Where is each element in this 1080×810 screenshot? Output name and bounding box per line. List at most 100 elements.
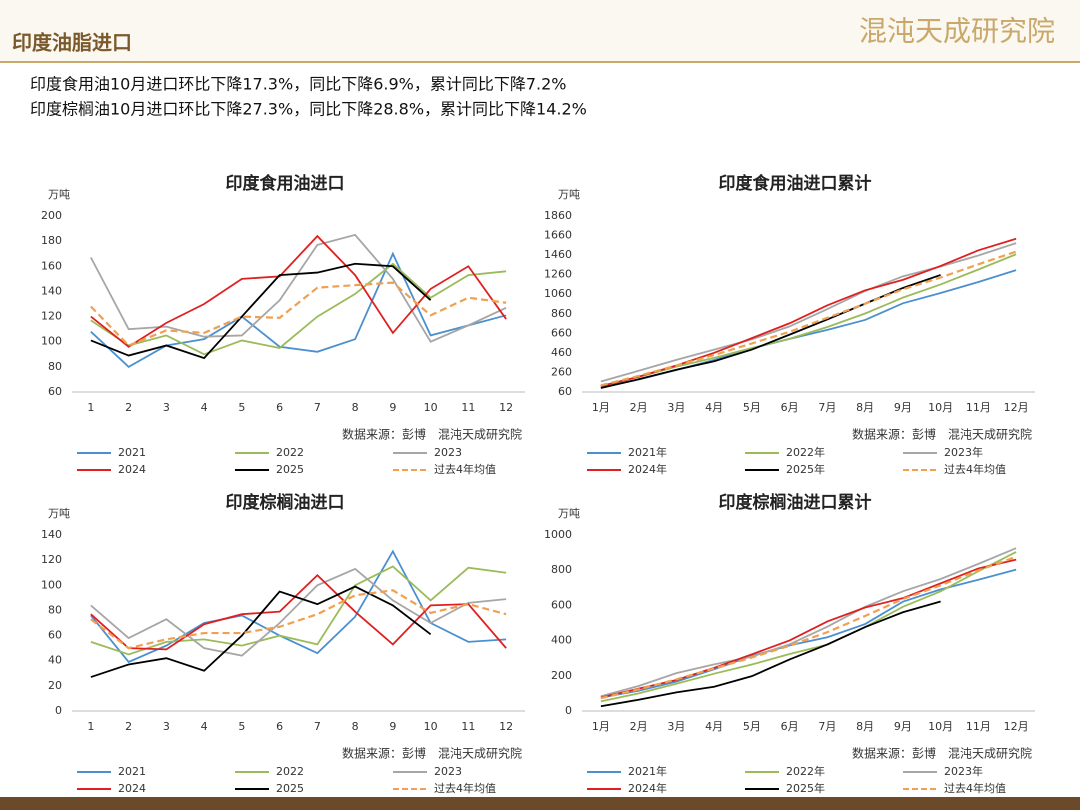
x-tick-label: 4月 bbox=[705, 720, 723, 733]
legend-label: 2025 bbox=[276, 782, 304, 795]
x-tick-label: 8月 bbox=[856, 720, 874, 733]
x-tick-label: 9 bbox=[389, 720, 396, 733]
series-line bbox=[90, 573, 507, 651]
x-tick-label: 3月 bbox=[667, 401, 685, 414]
y-tick-label: 60 bbox=[48, 629, 62, 642]
legend-label: 2023 bbox=[434, 446, 462, 459]
y-tick-label: 400 bbox=[551, 634, 572, 647]
y-tick-label: 0 bbox=[55, 704, 62, 717]
source-note: 数据来源：彭博 混沌天成研究院 bbox=[342, 427, 522, 442]
x-tick-label: 9月 bbox=[894, 401, 912, 414]
x-tick-label: 6 bbox=[276, 401, 283, 414]
legend-label: 2023 bbox=[434, 765, 462, 778]
chart-title: 印度棕榈油进口 bbox=[226, 492, 345, 513]
x-tick-label: 1 bbox=[87, 720, 94, 733]
series-line bbox=[90, 262, 432, 360]
chart-title: 印度食用油进口累计 bbox=[719, 173, 872, 194]
x-tick-label: 2月 bbox=[630, 720, 648, 733]
x-tick-label: 6月 bbox=[781, 401, 799, 414]
legend-label: 过去4年均值 bbox=[434, 781, 496, 795]
x-tick-label: 4 bbox=[201, 720, 208, 733]
legend-label: 2025年 bbox=[786, 462, 825, 476]
x-tick-label: 9 bbox=[389, 401, 396, 414]
chart-title: 印度食用油进口 bbox=[226, 173, 345, 194]
y-tick-label: 80 bbox=[48, 360, 62, 373]
x-tick-label: 7 bbox=[314, 401, 321, 414]
series-line bbox=[90, 589, 507, 650]
legend-label: 2024年 bbox=[628, 462, 667, 476]
x-tick-label: 10月 bbox=[928, 401, 953, 414]
x-tick-label: 7 bbox=[314, 720, 321, 733]
x-tick-label: 10月 bbox=[928, 720, 953, 733]
x-tick-label: 3月 bbox=[667, 720, 685, 733]
y-tick-label: 200 bbox=[551, 669, 572, 682]
y-tick-label: 1060 bbox=[544, 287, 572, 300]
y-tick-label: 660 bbox=[551, 326, 572, 339]
x-tick-label: 2月 bbox=[630, 401, 648, 414]
x-tick-label: 12 bbox=[499, 720, 513, 733]
legend-label: 2022 bbox=[276, 446, 304, 459]
x-tick-label: 10 bbox=[424, 401, 438, 414]
series-line bbox=[600, 242, 1017, 383]
y-tick-label: 1000 bbox=[544, 528, 572, 541]
unit-label: 万吨 bbox=[48, 507, 70, 520]
y-tick-label: 1460 bbox=[544, 248, 572, 261]
x-tick-label: 5月 bbox=[743, 401, 761, 414]
x-tick-label: 11月 bbox=[966, 720, 991, 733]
series-line bbox=[600, 250, 1017, 387]
footer-bar bbox=[0, 797, 1080, 810]
series-line bbox=[90, 281, 507, 347]
source-note: 数据来源：彭博 混沌天成研究院 bbox=[852, 427, 1032, 442]
x-tick-label: 1 bbox=[87, 401, 94, 414]
x-tick-label: 8 bbox=[352, 720, 359, 733]
x-tick-label: 9月 bbox=[894, 720, 912, 733]
legend-label: 2024 bbox=[118, 782, 146, 795]
header-title: 印度油脂进口 bbox=[12, 31, 132, 55]
legend-label: 2023年 bbox=[944, 764, 983, 778]
legend-label: 2024年 bbox=[628, 781, 667, 795]
series-line bbox=[600, 551, 1017, 703]
y-tick-label: 100 bbox=[41, 578, 62, 591]
x-tick-label: 8 bbox=[352, 401, 359, 414]
y-tick-label: 100 bbox=[41, 335, 62, 348]
x-tick-label: 12月 bbox=[1004, 720, 1029, 733]
y-tick-label: 160 bbox=[41, 259, 62, 272]
series-line bbox=[600, 253, 1017, 388]
y-tick-label: 200 bbox=[41, 209, 62, 222]
x-tick-label: 5 bbox=[238, 401, 245, 414]
x-tick-label: 8月 bbox=[856, 401, 874, 414]
y-tick-label: 120 bbox=[41, 553, 62, 566]
legend-label: 2025 bbox=[276, 463, 304, 476]
x-tick-label: 3 bbox=[163, 401, 170, 414]
y-tick-label: 260 bbox=[551, 365, 572, 378]
x-tick-label: 10 bbox=[424, 720, 438, 733]
y-tick-label: 60 bbox=[558, 385, 572, 398]
y-tick-label: 1260 bbox=[544, 268, 572, 281]
y-tick-label: 40 bbox=[48, 654, 62, 667]
y-tick-label: 600 bbox=[551, 598, 572, 611]
y-tick-label: 80 bbox=[48, 603, 62, 616]
y-tick-label: 60 bbox=[48, 385, 62, 398]
series-line bbox=[600, 547, 1017, 698]
x-tick-label: 3 bbox=[163, 720, 170, 733]
x-tick-label: 5月 bbox=[743, 720, 761, 733]
x-tick-label: 4 bbox=[201, 401, 208, 414]
series-line bbox=[600, 555, 1017, 700]
series-line bbox=[90, 565, 507, 656]
x-tick-label: 12 bbox=[499, 401, 513, 414]
x-tick-label: 7月 bbox=[818, 720, 836, 733]
source-note: 数据来源：彭博 混沌天成研究院 bbox=[852, 746, 1032, 761]
y-tick-label: 140 bbox=[41, 528, 62, 541]
x-tick-label: 1月 bbox=[592, 401, 610, 414]
summary-line: 印度棕榈油10月进口环比下降27.3%，同比下降28.8%，累计同比下降14.2… bbox=[30, 100, 587, 119]
source-note: 数据来源：彭博 混沌天成研究院 bbox=[342, 746, 522, 761]
series-line bbox=[90, 262, 507, 356]
x-tick-label: 6 bbox=[276, 720, 283, 733]
unit-label: 万吨 bbox=[48, 188, 70, 201]
legend-label: 2022年 bbox=[786, 445, 825, 459]
legend-label: 2021年 bbox=[628, 445, 667, 459]
series-line bbox=[90, 567, 507, 657]
x-tick-label: 2 bbox=[125, 720, 132, 733]
x-tick-label: 6月 bbox=[781, 720, 799, 733]
